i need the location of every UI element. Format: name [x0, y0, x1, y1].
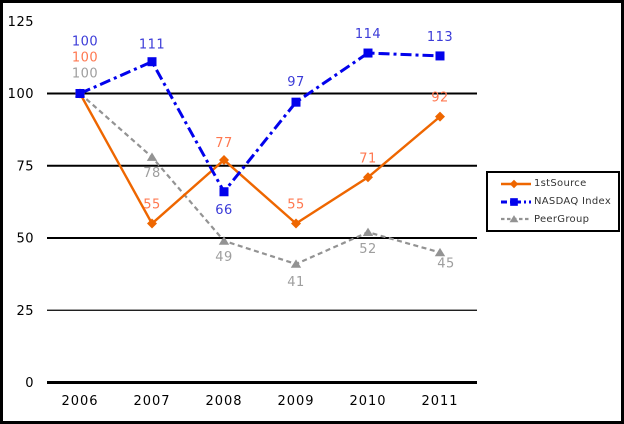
x-tick-label-2008: 2008	[205, 394, 242, 409]
series-marker-1stsource-2008	[219, 154, 229, 165]
data-label-peergroup-2009: 41	[287, 275, 305, 290]
data-label-1stsource-2008: 77	[215, 136, 233, 151]
series-marker-nasdaq-index-2007	[147, 57, 157, 67]
series-marker-nasdaq-index-2011	[435, 51, 445, 61]
data-label-nasdaq-index-2008: 66	[215, 203, 233, 218]
y-tick-label-100: 100	[8, 87, 34, 102]
data-label-peergroup-2010: 52	[359, 242, 377, 257]
data-label-1stsource-2007: 55	[143, 198, 161, 213]
x-tick-label-2011: 2011	[421, 394, 458, 409]
x-tick-label-2009: 2009	[277, 394, 314, 409]
series-marker-nasdaq-index-2006	[75, 89, 85, 98]
legend-item-1stsource: 1stSource	[500, 177, 618, 191]
legend-label-peergroup: PeerGroup	[534, 213, 590, 225]
data-label-nasdaq-index-2009: 97	[287, 75, 305, 90]
legend-label-1stsource: 1stSource	[534, 178, 587, 190]
series-marker-peergroup-2010	[362, 227, 374, 237]
y-tick-label-125: 125	[8, 15, 34, 30]
series-marker-peergroup-2007	[146, 152, 158, 161]
series-line-nasdaq-index	[79, 51, 441, 195]
series-line-peergroup	[79, 92, 441, 266]
data-label-1stsource-2009: 55	[287, 198, 305, 213]
series-marker-peergroup-2009	[290, 259, 302, 268]
y-tick-label-0: 0	[25, 376, 34, 391]
series-marker-nasdaq-index-2008	[219, 187, 229, 197]
data-label-peergroup-2008: 49	[215, 250, 233, 265]
legend-swatch-nasdaq-icon	[501, 197, 531, 206]
x-tick-label-2006: 2006	[61, 394, 98, 409]
data-label-peergroup-2011: 45	[437, 256, 455, 271]
legend-swatch-marker	[510, 197, 518, 206]
series-marker-peergroup-2008	[218, 236, 230, 245]
data-label-1stsource-2006: 100	[72, 51, 98, 66]
data-label-nasdaq-index-2010: 114	[355, 27, 381, 42]
legend-swatch-marker	[509, 215, 519, 223]
series-marker-1stsource-2011	[435, 111, 445, 122]
legend-label-nasdaq-index: NASDAQ Index	[534, 196, 612, 207]
data-label-nasdaq-index-2011: 113	[427, 30, 453, 45]
data-label-peergroup-2007: 78	[143, 166, 161, 181]
legend: 1stSource NASDAQ Index PeerGroup	[486, 171, 620, 232]
legend-swatch-1stsource-icon	[501, 179, 531, 188]
y-tick-label-25: 25	[16, 304, 34, 319]
series-marker-nasdaq-index-2009	[291, 97, 301, 107]
y-tick-label-50: 50	[16, 232, 34, 247]
x-tick-label-2010: 2010	[349, 394, 386, 409]
legend-swatch-marker	[509, 179, 519, 188]
x-tick-label-2007: 2007	[133, 394, 170, 409]
data-label-1stsource-2011: 92	[431, 91, 449, 106]
series-marker-1stsource-2010	[363, 172, 373, 183]
series-marker-peergroup-2011	[434, 247, 446, 257]
series-line-1stsource	[78, 92, 441, 226]
data-label-nasdaq-index-2006: 100	[72, 35, 98, 50]
data-label-peergroup-2006: 100	[72, 67, 98, 82]
legend-item-nasdaq-index: NASDAQ Index	[500, 195, 618, 209]
legend-item-peergroup: PeerGroup	[500, 212, 618, 226]
series-marker-nasdaq-index-2010	[363, 48, 373, 58]
series-marker-1stsource-2009	[291, 218, 301, 229]
data-label-nasdaq-index-2007: 111	[139, 38, 165, 53]
y-tick-label-75: 75	[16, 159, 34, 174]
data-label-1stsource-2010: 71	[359, 151, 377, 166]
legend-swatch-peergroup-icon	[501, 215, 531, 223]
series-marker-1stsource-2007	[147, 218, 157, 229]
